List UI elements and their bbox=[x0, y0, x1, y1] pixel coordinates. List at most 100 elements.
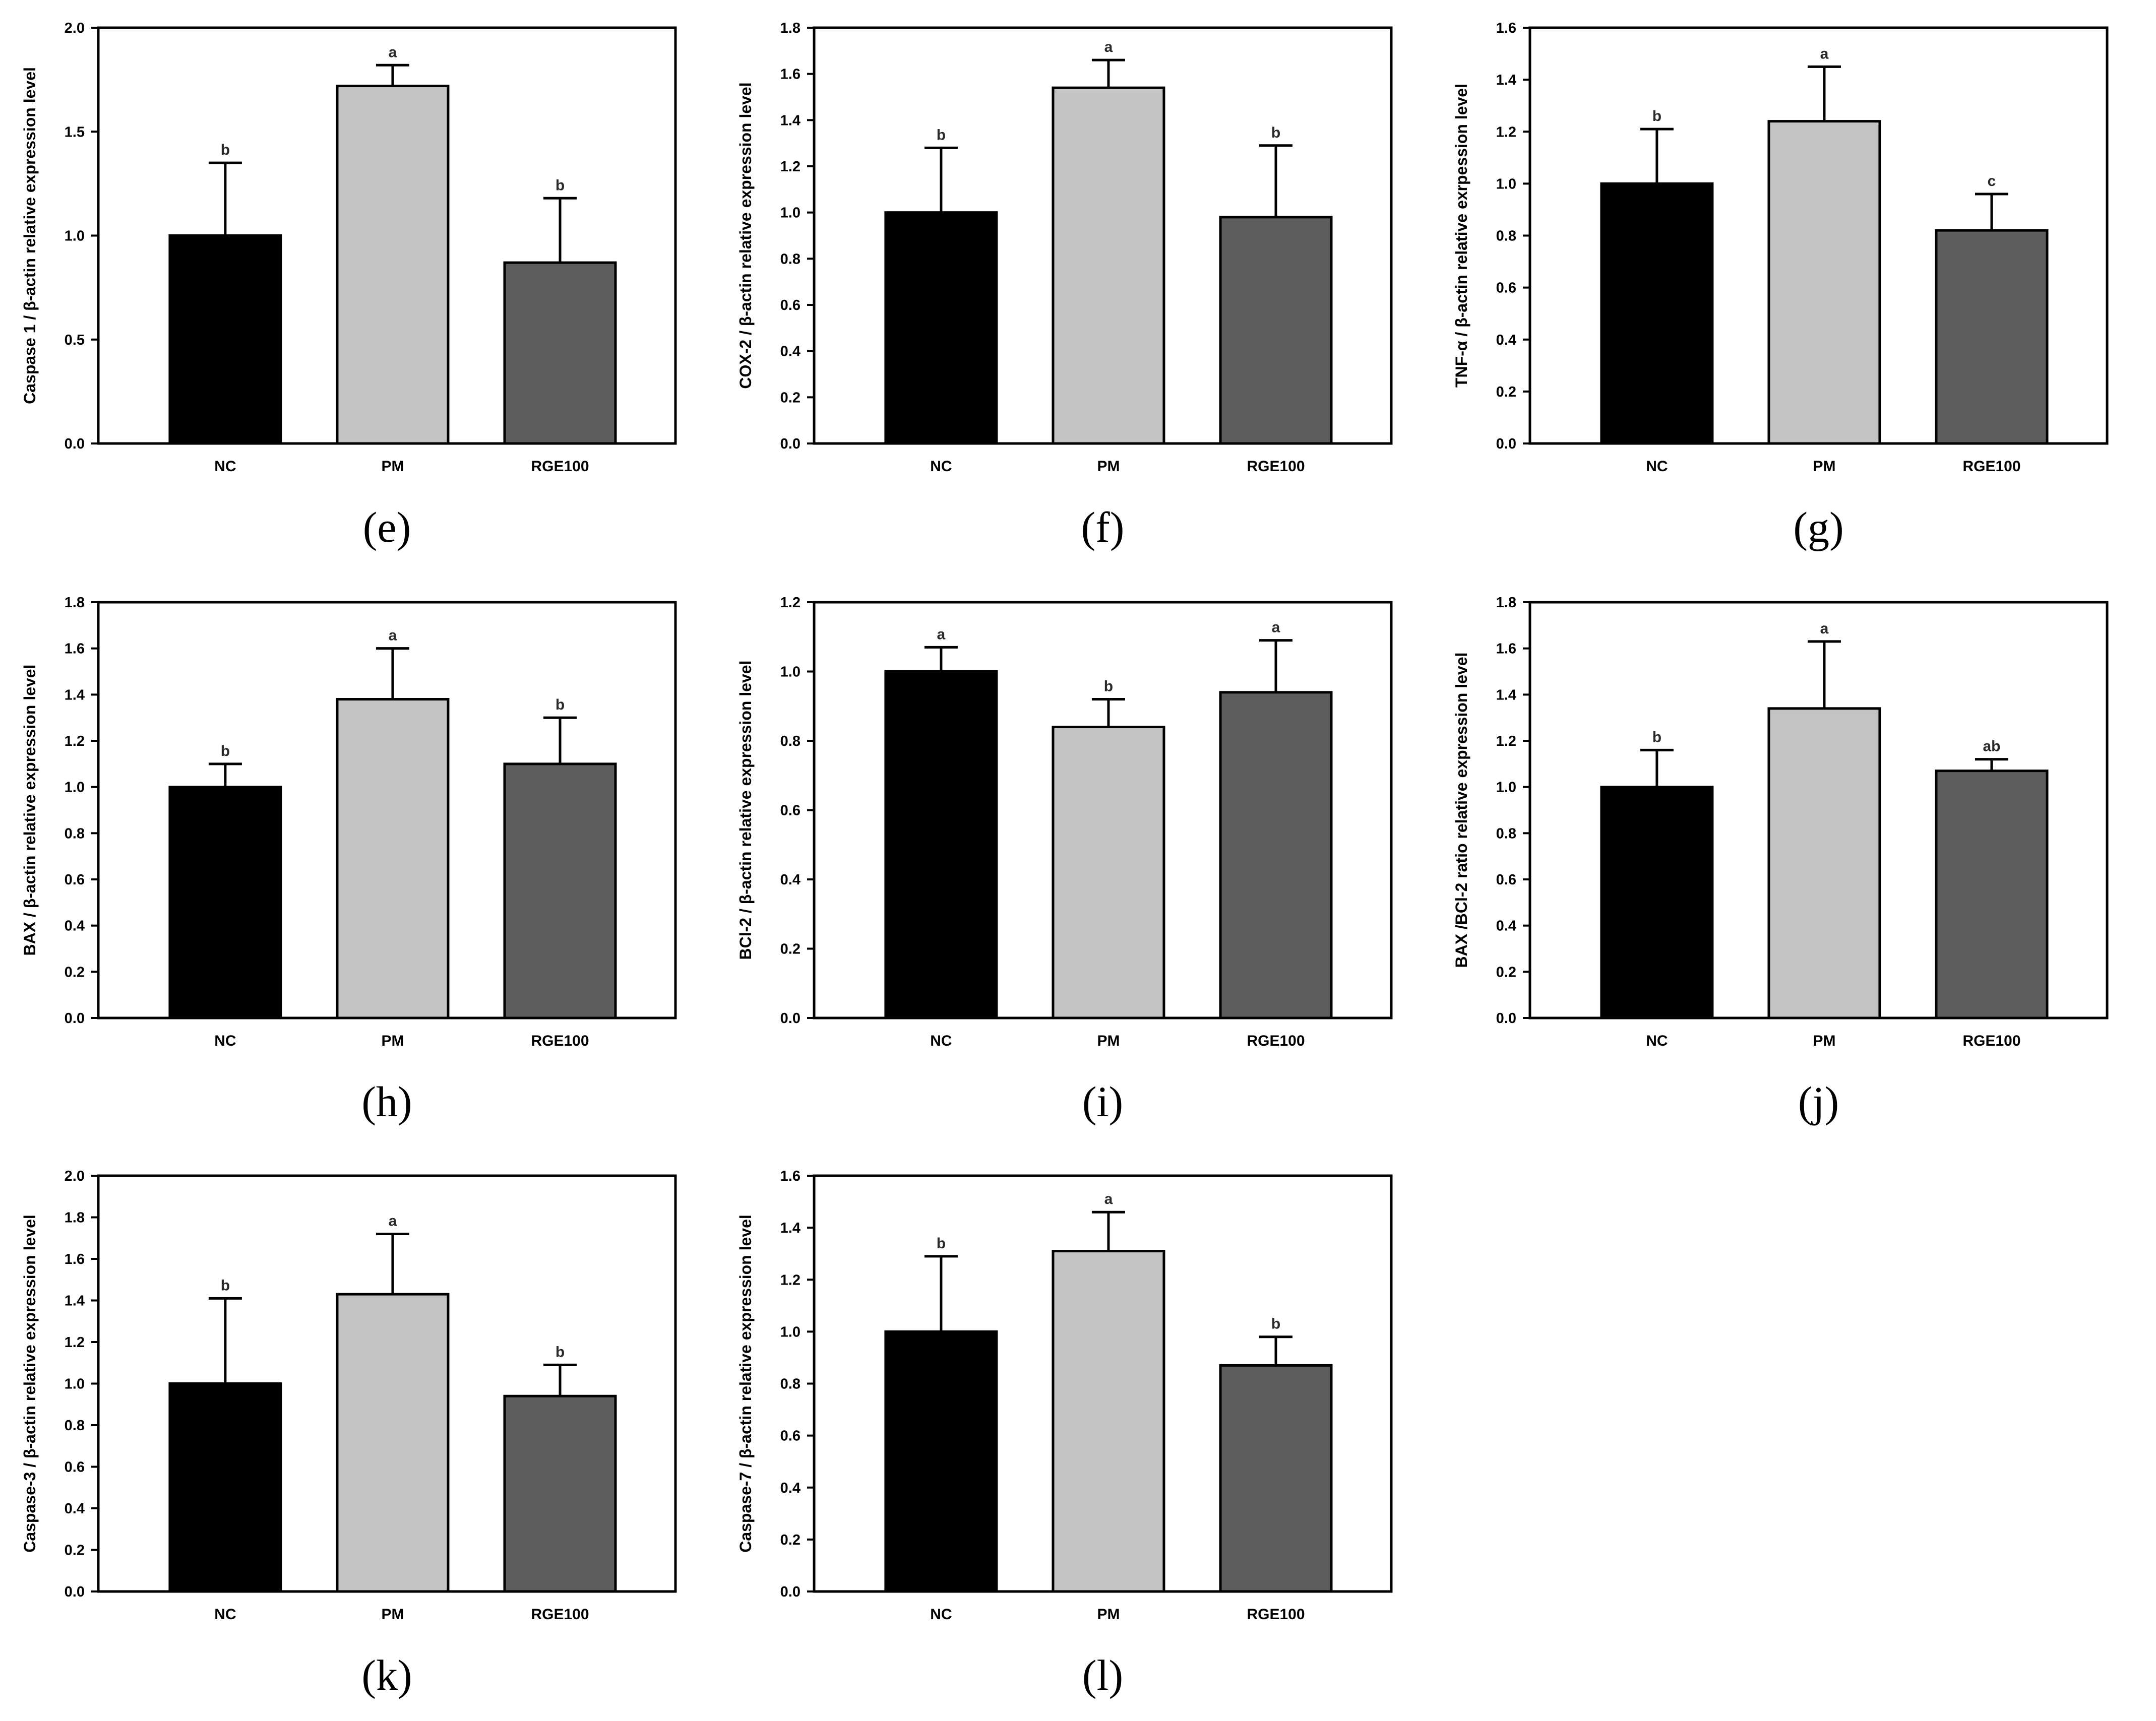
y-tick-label: 0.2 bbox=[780, 941, 800, 958]
x-tick-label-NC: NC bbox=[214, 1606, 236, 1623]
y-tick-label: 1.0 bbox=[65, 1376, 85, 1392]
y-axis-label: BAX / β-actin relative expression level bbox=[21, 665, 39, 956]
panel-label: (j) bbox=[1798, 1077, 1839, 1126]
sig-letter-NC: a bbox=[937, 626, 946, 643]
y-tick-label: 1.4 bbox=[1496, 687, 1516, 703]
sig-letter-PM: a bbox=[1820, 620, 1829, 637]
y-tick-label: 2.0 bbox=[65, 20, 85, 36]
y-tick-label: 1.0 bbox=[780, 205, 800, 221]
x-tick-label-PM: PM bbox=[1097, 1033, 1120, 1049]
x-tick-label-PM: PM bbox=[1813, 458, 1835, 475]
y-tick-label: 1.2 bbox=[65, 733, 85, 749]
x-tick-label-RGE100: RGE100 bbox=[1247, 458, 1305, 475]
sig-letter-PM: a bbox=[389, 44, 397, 60]
bar-PM bbox=[1052, 86, 1165, 445]
panel-label: (e) bbox=[363, 503, 411, 551]
y-tick-label: 1.6 bbox=[65, 641, 85, 657]
bar-RGE100 bbox=[503, 1394, 617, 1593]
sig-letter-PM: b bbox=[1104, 678, 1113, 695]
bar-RGE100 bbox=[1935, 770, 2049, 1019]
y-tick-label: 1.2 bbox=[780, 595, 800, 611]
sig-letter-RGE100: b bbox=[1271, 124, 1280, 141]
y-tick-label: 0.8 bbox=[780, 1376, 800, 1392]
sig-letter-NC: b bbox=[937, 1235, 946, 1252]
sig-letter-NC: b bbox=[221, 743, 230, 759]
panel-cell-l: 0.0 0.2 0.4 0.6 0.8 1.0 1.2 1.4 1.6 Caspase-7 / β… bbox=[721, 1153, 1437, 1721]
sig-letter-RGE100: b bbox=[556, 1344, 565, 1360]
y-tick-label: 1.5 bbox=[65, 124, 85, 140]
bar-RGE100 bbox=[1219, 1364, 1333, 1593]
panel-label: (f) bbox=[1081, 503, 1125, 551]
y-tick-label: 0.2 bbox=[1496, 384, 1516, 400]
panel-label: (k) bbox=[361, 1651, 412, 1699]
y-tick-label: 0.6 bbox=[65, 872, 85, 888]
y-axis-label: TNF-α / β-actin relative exrpession leve… bbox=[1452, 84, 1470, 388]
y-tick-label: 0.0 bbox=[1496, 1010, 1516, 1027]
y-axis-label: Caspase-3 / β-actin relative expression … bbox=[21, 1215, 39, 1553]
y-tick-label: 0.6 bbox=[1496, 280, 1516, 296]
y-tick-label: 1.8 bbox=[780, 20, 800, 36]
x-tick-label-PM: PM bbox=[381, 1606, 404, 1623]
sig-letter-RGE100: ab bbox=[1983, 738, 2000, 755]
y-tick-label: 0.0 bbox=[65, 436, 85, 452]
bar-PM bbox=[1052, 1250, 1165, 1593]
y-tick-label: 1.2 bbox=[1496, 124, 1516, 140]
x-tick-label-PM: PM bbox=[381, 1033, 404, 1049]
sig-letter-RGE100: b bbox=[556, 696, 565, 713]
y-tick-label: 0.8 bbox=[1496, 228, 1516, 244]
y-tick-label: 0.0 bbox=[65, 1584, 85, 1600]
y-tick-label: 0.2 bbox=[65, 1543, 85, 1559]
y-tick-label: 1.4 bbox=[65, 687, 85, 703]
y-tick-label: 1.6 bbox=[780, 1168, 800, 1184]
y-tick-label: 0.8 bbox=[1496, 825, 1516, 842]
bar-RGE100 bbox=[503, 261, 617, 445]
bar-NC bbox=[168, 786, 282, 1019]
sig-letter-RGE100: b bbox=[1271, 1316, 1280, 1332]
y-tick-label: 0.2 bbox=[65, 964, 85, 980]
y-tick-label: 0.6 bbox=[780, 297, 800, 313]
y-tick-label: 1.2 bbox=[1496, 733, 1516, 749]
y-tick-label: 1.6 bbox=[65, 1251, 85, 1267]
sig-letter-NC: b bbox=[937, 126, 946, 143]
bar-RGE100 bbox=[503, 762, 617, 1019]
sig-letter-NC: b bbox=[1652, 729, 1661, 745]
y-axis-label: COX-2 / β-actin relative expression leve… bbox=[736, 82, 755, 389]
y-tick-label: 1.8 bbox=[65, 1210, 85, 1226]
x-tick-label-RGE100: RGE100 bbox=[531, 1033, 589, 1049]
bar-PM bbox=[1767, 120, 1881, 445]
panel-label: (h) bbox=[361, 1077, 412, 1126]
y-tick-label: 0.8 bbox=[780, 733, 800, 749]
bar-NC bbox=[168, 1382, 282, 1593]
y-tick-label: 1.4 bbox=[780, 112, 800, 129]
panel-cell-f: 0.0 0.2 0.4 0.6 0.8 1.0 1.2 1.4 1.6 1.8 COX-2 / β-… bbox=[721, 5, 1437, 575]
y-tick-label: 0.6 bbox=[780, 1428, 800, 1444]
sig-letter-RGE100: b bbox=[556, 177, 565, 194]
y-tick-label: 0.4 bbox=[780, 344, 800, 360]
x-tick-label-NC: NC bbox=[930, 1033, 952, 1049]
y-tick-label: 1.0 bbox=[65, 228, 85, 244]
y-tick-label: 0.6 bbox=[1496, 872, 1516, 888]
x-tick-label-RGE100: RGE100 bbox=[1247, 1606, 1305, 1623]
x-tick-label-RGE100: RGE100 bbox=[531, 1606, 589, 1623]
sig-letter-PM: a bbox=[1104, 1191, 1113, 1207]
y-tick-label: 0.2 bbox=[780, 390, 800, 406]
y-tick-label: 1.6 bbox=[780, 67, 800, 83]
sig-letter-PM: a bbox=[1104, 39, 1113, 55]
y-tick-label: 0.2 bbox=[780, 1532, 800, 1548]
chart-bax: 0.0 0.2 0.4 0.6 0.8 1.0 1.2 1.4 1.6 1.8 BAX / β-ac… bbox=[21, 595, 677, 1126]
x-tick-label-RGE100: RGE100 bbox=[1962, 1033, 2020, 1049]
y-tick-label: 2.0 bbox=[65, 1168, 85, 1184]
sig-letter-NC: b bbox=[221, 142, 230, 158]
y-tick-label: 1.2 bbox=[780, 1272, 800, 1288]
sig-letter-NC: b bbox=[1652, 108, 1661, 124]
y-axis-label: Caspase 1 / β-actin relative expression … bbox=[21, 67, 39, 404]
y-tick-label: 1.2 bbox=[780, 159, 800, 175]
y-tick-label: 1.4 bbox=[65, 1293, 85, 1309]
y-tick-label: 0.2 bbox=[1496, 964, 1516, 980]
y-tick-label: 1.8 bbox=[65, 595, 85, 611]
x-tick-label-PM: PM bbox=[1813, 1033, 1835, 1049]
x-tick-label-NC: NC bbox=[1646, 1033, 1668, 1049]
bar-RGE100 bbox=[1935, 229, 2049, 445]
sig-letter-PM: a bbox=[389, 627, 397, 644]
chart-caspase3: 0.0 0.2 0.4 0.6 0.8 1.0 1.2 1.4 1.6 1.8 2.0 Caspase… bbox=[21, 1168, 677, 1699]
